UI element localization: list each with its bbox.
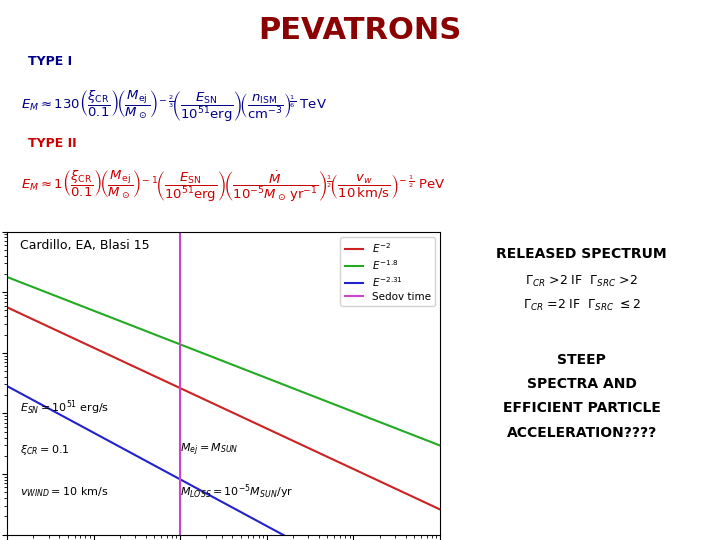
Text: $M_{LOSS}=10^{-5}M_{SUN}$/yr: $M_{LOSS}=10^{-5}M_{SUN}$/yr <box>180 483 294 502</box>
Text: Cardillo, EA, Blasi 15: Cardillo, EA, Blasi 15 <box>20 239 150 252</box>
Legend: $E^{-2}$, $E^{-1.8}$, $E^{-2.31}$, Sedov time: $E^{-2}$, $E^{-1.8}$, $E^{-2.31}$, Sedov… <box>341 237 435 306</box>
Text: RELEASED SPECTRUM: RELEASED SPECTRUM <box>496 247 667 261</box>
Text: STEEP: STEEP <box>557 353 606 367</box>
Text: $E_M \approx 130\left(\dfrac{\xi_{\rm CR}}{0.1}\right)\!\left(\dfrac{M_{\rm ej}}: $E_M \approx 130\left(\dfrac{\xi_{\rm CR… <box>22 89 328 124</box>
Text: $E_M \approx 1\left(\dfrac{\xi_{\rm CR}}{0.1}\right)\!\left(\dfrac{M_{\rm ej}}{M: $E_M \approx 1\left(\dfrac{\xi_{\rm CR}}… <box>22 168 446 204</box>
Text: TYPE II: TYPE II <box>28 137 77 151</box>
Text: TYPE I: TYPE I <box>28 55 73 68</box>
Text: EFFICIENT PARTICLE: EFFICIENT PARTICLE <box>503 401 660 415</box>
Text: $E_{SN}=10^{51}$ erg/s: $E_{SN}=10^{51}$ erg/s <box>20 398 109 417</box>
Text: PEVATRONS: PEVATRONS <box>258 16 462 45</box>
Text: ACCELERATION????: ACCELERATION???? <box>506 426 657 440</box>
Text: $\xi_{CR}=0.1$: $\xi_{CR}=0.1$ <box>20 443 70 457</box>
Text: $\Gamma_{CR}$ =2 IF  $\Gamma_{SRC}$ $\leq$2: $\Gamma_{CR}$ =2 IF $\Gamma_{SRC}$ $\leq… <box>523 298 641 313</box>
Text: $\Gamma_{CR}$ >2 IF  $\Gamma_{SRC}$ >2: $\Gamma_{CR}$ >2 IF $\Gamma_{SRC}$ >2 <box>525 274 638 289</box>
Text: SPECTRA AND: SPECTRA AND <box>527 377 636 391</box>
Text: $M_{ej}=M_{SUN}$: $M_{ej}=M_{SUN}$ <box>180 442 239 458</box>
Text: $v_{WIND}=10$ km/s: $v_{WIND}=10$ km/s <box>20 485 109 499</box>
